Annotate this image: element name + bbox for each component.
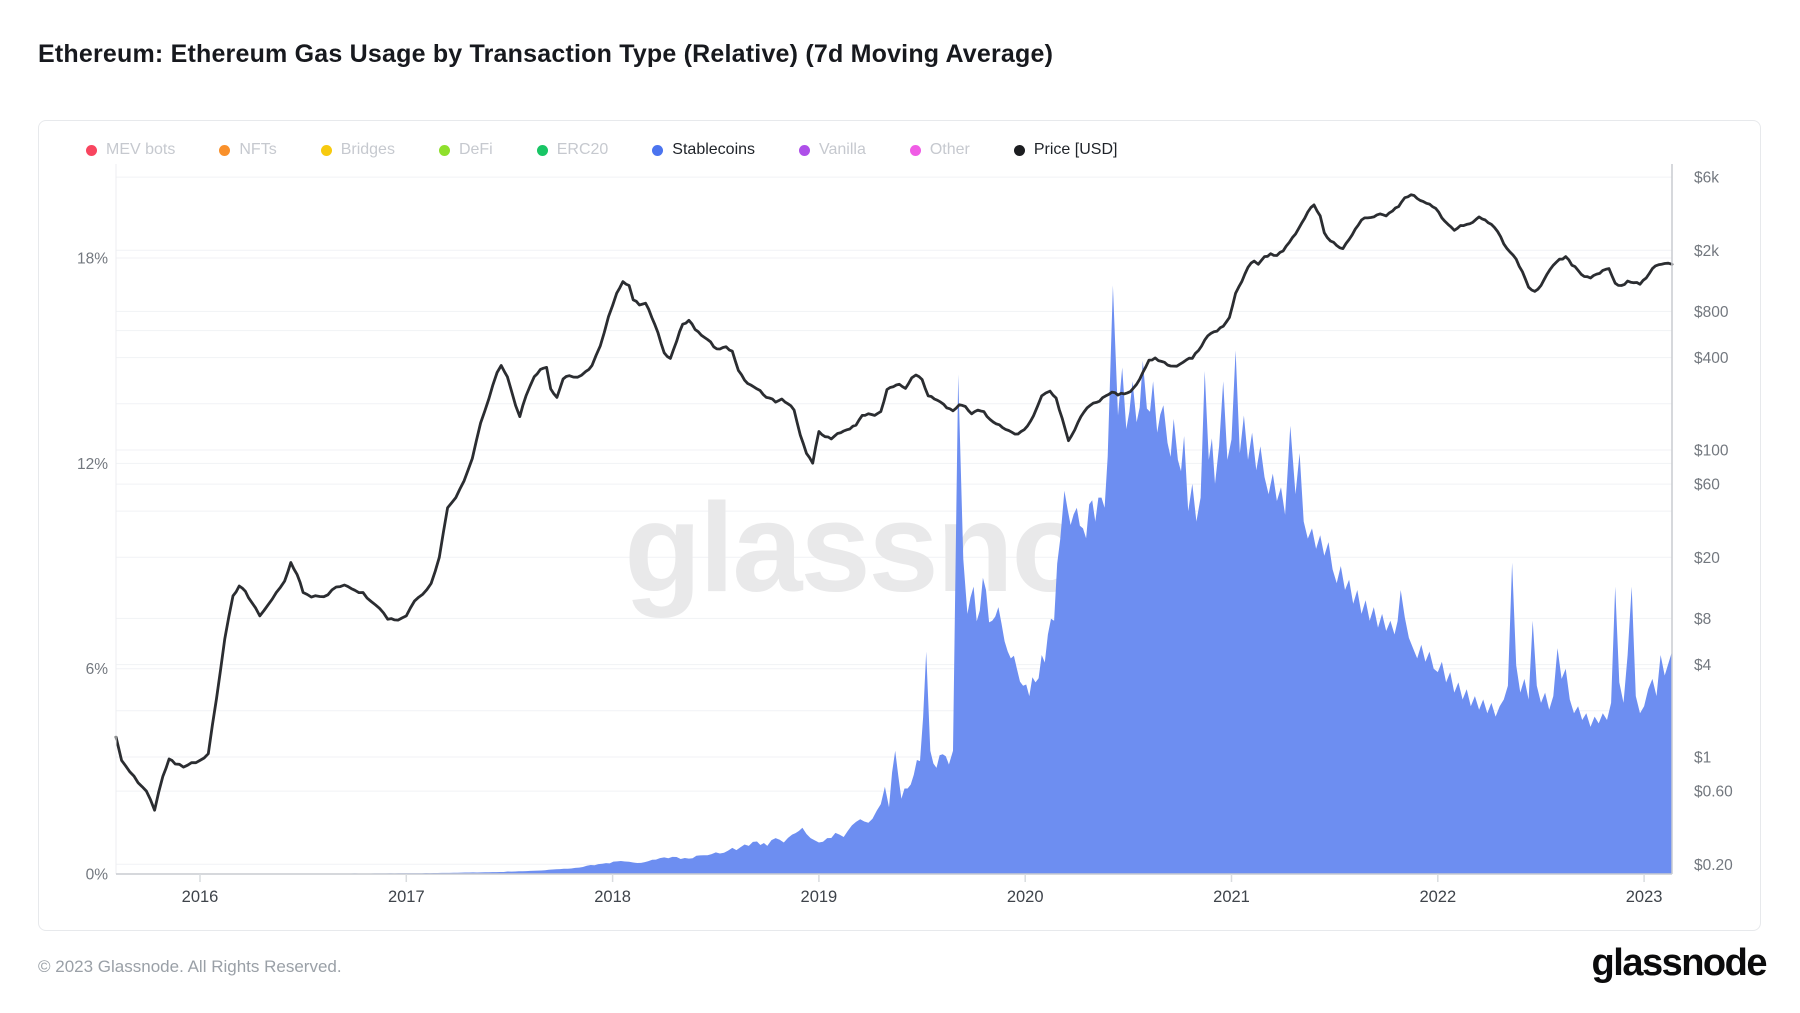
right-axis-tick-label: $6k — [1694, 170, 1719, 187]
mev-bots-legend-dot — [86, 144, 97, 156]
right-axis-tick-label: $60 — [1694, 477, 1720, 494]
x-tick-label: 2019 — [801, 888, 838, 906]
right-axis-tick-label: $400 — [1694, 350, 1729, 367]
legend-item-defi[interactable]: DeFi — [438, 141, 493, 159]
legend-label: Other — [929, 141, 970, 158]
right-axis-tick-label: $0.60 — [1694, 784, 1733, 801]
legend-item-stablecoins[interactable]: Stablecoins — [652, 141, 755, 159]
legend-label: MEV bots — [106, 141, 176, 158]
legend-label: ERC20 — [556, 141, 609, 158]
x-tick-label: 2023 — [1626, 888, 1663, 906]
footer-copyright: © 2023 Glassnode. All Rights Reserved. — [38, 957, 342, 976]
legend-item-erc20[interactable]: ERC20 — [536, 141, 609, 159]
chart-card: MEV bots NFTs Bridges DeFi ERC20 Stablecoins V… — [38, 120, 1761, 931]
left-axis-tick-label: 18% — [77, 251, 108, 268]
erc20-legend-dot — [536, 144, 548, 156]
legend-label: Stablecoins — [672, 141, 756, 158]
stablecoins-area — [116, 285, 1672, 874]
right-axis-tick-label: $1 — [1694, 750, 1711, 767]
legend-label: NFTs — [239, 141, 277, 158]
legend-label: Price [USD] — [1033, 141, 1118, 158]
price-usd-legend-dot — [1013, 144, 1025, 156]
right-axis-tick-label: $4 — [1694, 657, 1712, 674]
defi-legend-dot — [438, 144, 450, 156]
x-tick-label: 2020 — [1007, 888, 1044, 906]
legend-item-nfts[interactable]: NFTs — [219, 141, 277, 159]
legend-item-bridges[interactable]: Bridges — [320, 141, 395, 159]
x-tick-label: 2018 — [594, 888, 631, 906]
right-axis-tick-label: $2k — [1694, 243, 1719, 260]
right-axis-tick-label: $100 — [1694, 443, 1729, 460]
left-axis-tick-label: 12% — [77, 456, 108, 473]
right-axis-tick-label: $8 — [1694, 611, 1711, 628]
left-axis-tick-label: 0% — [86, 867, 109, 884]
legend-label: Bridges — [340, 141, 395, 158]
legend-item-mev-bots[interactable]: MEV bots — [86, 141, 175, 159]
nfts-legend-dot — [219, 144, 231, 156]
legend-label: Vanilla — [819, 141, 866, 158]
x-tick-label: 2016 — [182, 888, 219, 906]
glassnode-logo: glassnode — [1591, 942, 1768, 984]
x-tick-label: 2022 — [1419, 888, 1456, 906]
x-tick-label: 2021 — [1213, 888, 1250, 906]
legend-label: DeFi — [458, 141, 493, 158]
right-axis-tick-label: $20 — [1694, 550, 1720, 567]
chart-legend: MEV bots NFTs Bridges DeFi ERC20 Stablecoins V… — [86, 137, 1117, 163]
stablecoins-legend-dot — [652, 144, 664, 156]
left-axis-tick-label: 6% — [86, 661, 109, 678]
legend-item-vanilla[interactable]: Vanilla — [799, 141, 866, 159]
right-axis-tick-label: $0.20 — [1694, 857, 1733, 874]
legend-item-other[interactable]: Other — [909, 141, 970, 159]
other-legend-dot — [909, 144, 921, 156]
x-tick-label: 2017 — [388, 888, 425, 906]
page-title: Ethereum: Ethereum Gas Usage by Transact… — [38, 40, 1054, 68]
price-line — [114, 193, 1674, 812]
legend-item-price-usd[interactable]: Price [USD] — [1013, 141, 1118, 159]
right-axis-tick-label: $800 — [1694, 304, 1729, 321]
vanilla-legend-dot — [799, 144, 811, 156]
bridges-legend-dot — [320, 144, 332, 156]
